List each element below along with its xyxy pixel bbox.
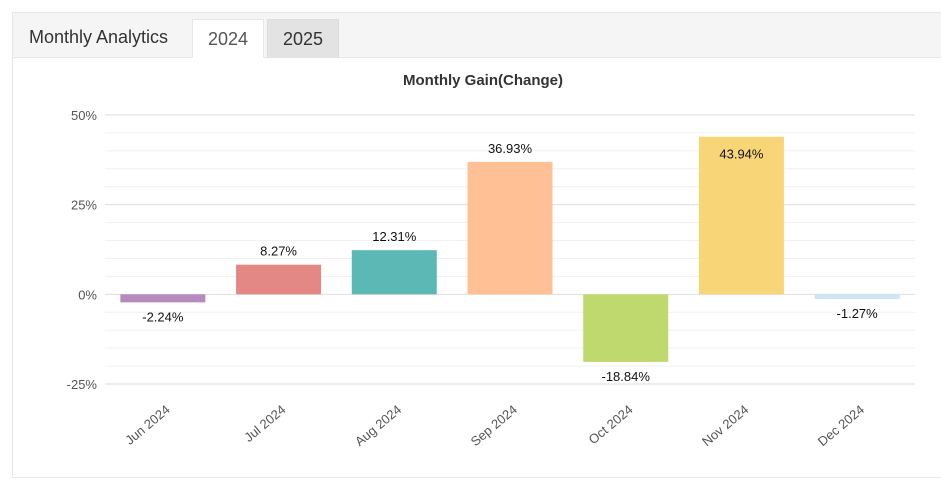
chart-title: Monthly Gain(Change): [403, 72, 563, 89]
y-tick-label: 0%: [78, 287, 97, 302]
bar-oct-2024[interactable]: [583, 294, 669, 362]
data-label: 12.31%: [372, 229, 417, 244]
data-label: 8.27%: [260, 244, 297, 259]
x-tick-label: Dec 2024: [815, 402, 867, 449]
x-axis-ticks: Jun 2024 Jul 2024 Aug 2024 Sep 2024 Oct 2024…: [122, 402, 867, 449]
x-tick-label: Sep 2024: [468, 402, 520, 449]
bars: [120, 136, 900, 362]
x-tick-label: Jun 2024: [122, 402, 173, 448]
data-labels: -2.24% 8.27% 12.31% 36.93% -18.84% 43.94% -1.2…: [142, 141, 878, 384]
bar-nov-2024[interactable]: [698, 136, 784, 295]
x-tick-label: Nov 2024: [699, 402, 751, 449]
bar-dec-2024[interactable]: [814, 294, 900, 299]
bar-sep-2024[interactable]: [467, 161, 553, 295]
data-label: 36.93%: [488, 141, 533, 156]
y-tick-label: -25%: [67, 377, 98, 392]
panel-title: Monthly Analytics: [29, 27, 169, 47]
data-label: 43.94%: [719, 147, 764, 162]
bar-jul-2024[interactable]: [236, 264, 322, 295]
x-tick-label: Jul 2024: [241, 402, 288, 445]
data-label: -18.84%: [602, 369, 651, 384]
tab-bar: Monthly Analytics 2024 2025: [13, 13, 941, 58]
x-tick-label: Oct 2024: [586, 402, 636, 447]
monthly-analytics-panel: Monthly Analytics 2024 2025: [12, 12, 941, 478]
x-tick-label: Aug 2024: [352, 402, 404, 449]
tab-2024[interactable]: 2024: [192, 19, 264, 58]
bar-jun-2024[interactable]: [120, 294, 206, 303]
tab-2025[interactable]: 2025: [267, 19, 339, 58]
data-label: -2.24%: [142, 309, 184, 324]
bar-aug-2024[interactable]: [351, 250, 437, 295]
y-tick-label: 25%: [71, 198, 97, 213]
y-axis-ticks: 50% 25% 0% -25%: [67, 108, 98, 392]
y-tick-label: 50%: [71, 108, 97, 123]
data-label: -1.27%: [837, 306, 879, 321]
